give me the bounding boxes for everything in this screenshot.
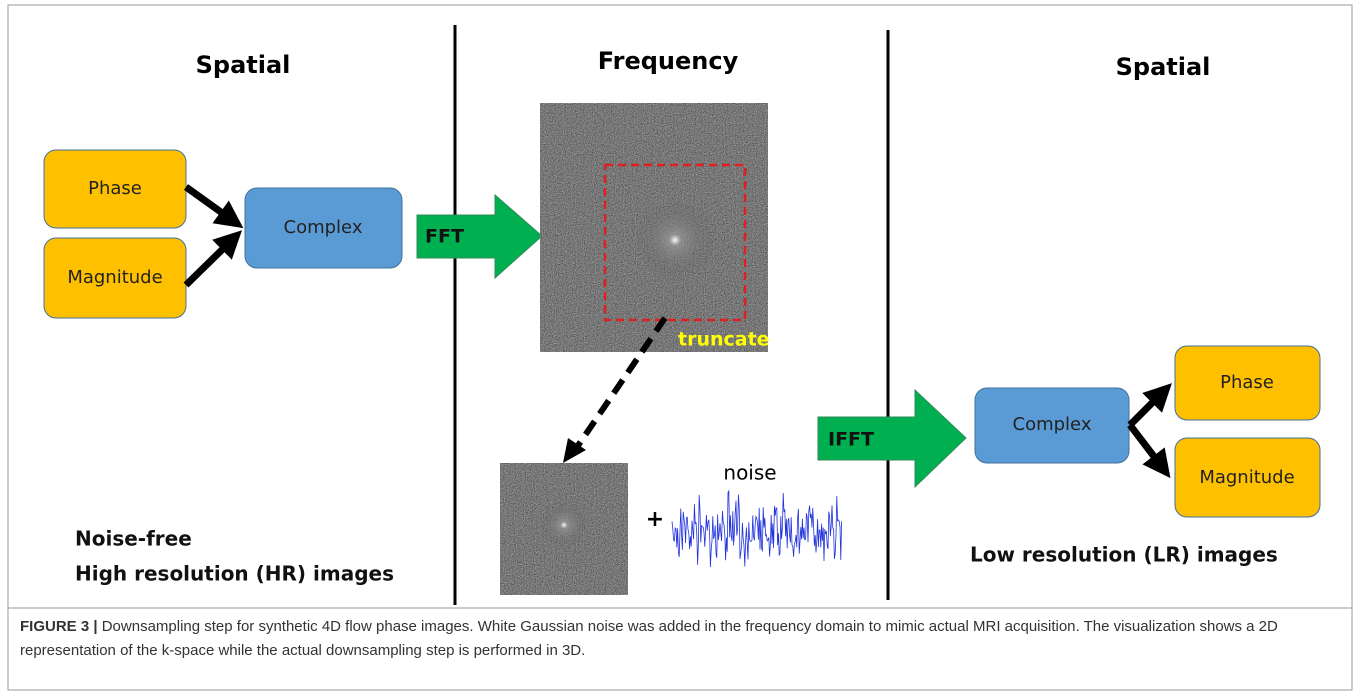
arrowhead <box>563 438 586 463</box>
kspace-center <box>540 501 588 549</box>
caption: FIGURE 3 | Downsampling step for synthet… <box>20 615 1340 663</box>
note: Low resolution (LR) images <box>970 543 1278 567</box>
box-label: Magnitude <box>1199 467 1294 488</box>
arrow <box>1130 393 1162 425</box>
column-title: Spatial <box>196 51 291 79</box>
noise-label: noise <box>723 461 776 485</box>
caption-label: FIGURE 3 | <box>20 618 98 635</box>
note: High resolution (HR) images <box>75 562 394 586</box>
arrow <box>186 240 232 285</box>
caption-text: Downsampling step for synthetic 4D flow … <box>20 618 1278 659</box>
arrow <box>186 187 232 220</box>
figure: Spatial Frequency Spatial Phase Magnitud… <box>0 0 1360 695</box>
arrow-label: FFT <box>425 226 464 248</box>
column-title: Spatial <box>1116 53 1211 81</box>
annotation: truncate <box>678 329 770 351</box>
column-title: Frequency <box>598 47 739 75</box>
arrow <box>1130 425 1162 467</box>
note: Noise-free <box>75 527 192 551</box>
box-label: Phase <box>88 178 142 199</box>
box-label: Phase <box>1220 372 1274 393</box>
box-label: Complex <box>284 217 363 238</box>
noise-wave <box>672 491 842 567</box>
box-label: Magnitude <box>67 267 162 288</box>
arrow-label: IFFT <box>828 429 874 451</box>
box-label: Complex <box>1013 414 1092 435</box>
kspace-center <box>635 200 715 280</box>
page: Spatial Frequency Spatial Phase Magnitud… <box>0 0 1360 695</box>
plus: + <box>646 507 664 532</box>
